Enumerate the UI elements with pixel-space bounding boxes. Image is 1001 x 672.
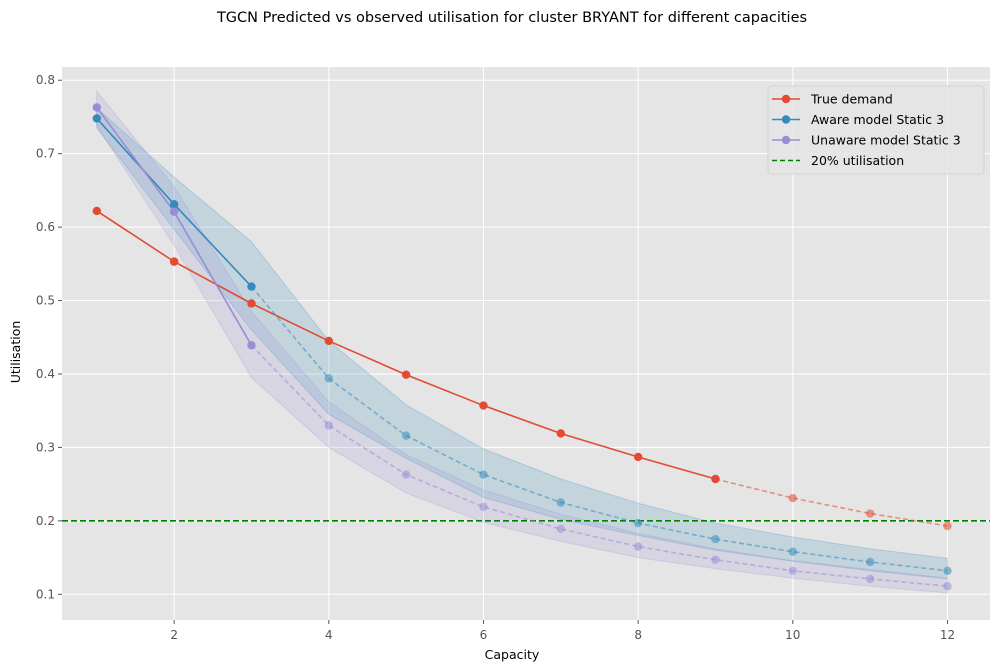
x-tick-label: 12 <box>940 628 955 642</box>
series-point-2 <box>788 566 797 575</box>
series-point-1 <box>479 470 488 479</box>
series-point-1 <box>788 547 797 556</box>
series-point-0 <box>943 521 952 531</box>
x-tick-label: 6 <box>480 628 488 642</box>
legend-entry-label: 20% utilisation <box>811 153 904 168</box>
series-point-0 <box>324 336 333 346</box>
series-point-0 <box>479 401 488 410</box>
series-line-dashed-2 <box>250 344 948 588</box>
series-point-0 <box>401 370 411 379</box>
series-point-2 <box>865 574 875 584</box>
confidence-bands <box>96 89 948 594</box>
series-point-1 <box>865 557 875 567</box>
y-tick-label: 0.4 <box>36 367 55 381</box>
legend-swatch-marker <box>781 115 791 124</box>
series-point-2 <box>169 207 179 216</box>
series-point-0 <box>169 257 179 266</box>
series-point-1 <box>711 535 720 544</box>
y-tick-label: 0.2 <box>36 514 55 528</box>
series-point-1 <box>92 114 102 123</box>
series-point-1 <box>633 518 643 528</box>
y-tick-label: 0.8 <box>36 73 55 87</box>
series-point-2 <box>633 542 643 551</box>
series-point-2 <box>247 341 256 350</box>
series-point-2 <box>556 524 565 534</box>
series-point-0 <box>865 509 875 518</box>
series-point-0 <box>92 206 102 216</box>
series-point-0 <box>788 493 797 503</box>
series-line-dashed-1 <box>250 286 948 572</box>
series-point-2 <box>92 103 102 112</box>
legend: True demand Aware model Static 3 Unaware m… <box>767 85 985 175</box>
series-point-0 <box>633 452 643 462</box>
legend-entry-label: Unaware model Static 3 <box>811 133 961 148</box>
series-point-2 <box>943 582 952 591</box>
series-point-0 <box>556 429 565 438</box>
chart-title: TGCN Predicted vs observed utilisation f… <box>216 10 807 26</box>
y-tick-label: 0.3 <box>36 440 55 454</box>
series-point-1 <box>401 431 411 440</box>
legend-frame <box>767 85 985 175</box>
series-point-2 <box>401 470 411 479</box>
series-point-2 <box>324 421 333 430</box>
series-point-1 <box>324 374 333 383</box>
series-point-0 <box>247 299 256 308</box>
series-point-1 <box>556 498 565 507</box>
series-point-2 <box>479 502 488 512</box>
x-tick-label: 2 <box>170 628 178 642</box>
y-tick-label: 0.7 <box>36 147 55 161</box>
y-axis-label: Utilisation <box>8 321 23 384</box>
x-tick-label: 10 <box>785 628 800 642</box>
series-points <box>92 103 952 591</box>
legend-entry-label: Aware model Static 3 <box>811 112 944 127</box>
y-tick-label: 0.1 <box>36 587 55 601</box>
legend-entry-label: True demand <box>810 92 893 107</box>
confidence-band-1 <box>96 107 948 580</box>
y-axis-ticks: 0.1 0.2 0.3 0.4 0.5 0.6 0.7 0.8 <box>36 73 62 601</box>
x-axis-label: Capacity <box>485 647 540 662</box>
x-tick-label: 8 <box>634 628 642 642</box>
series-point-1 <box>247 282 256 291</box>
series-point-1 <box>943 566 952 575</box>
y-tick-label: 0.5 <box>36 294 55 308</box>
series-point-2 <box>711 555 720 564</box>
series-point-1 <box>169 200 179 209</box>
y-tick-label: 0.6 <box>36 220 55 234</box>
x-axis-ticks: 2 4 6 8 10 12 <box>170 620 955 642</box>
legend-swatch-marker <box>781 135 791 145</box>
x-tick-label: 4 <box>325 628 333 642</box>
series-point-0 <box>711 474 720 484</box>
confidence-band-2 <box>96 89 948 594</box>
legend-swatch-marker <box>781 94 791 104</box>
